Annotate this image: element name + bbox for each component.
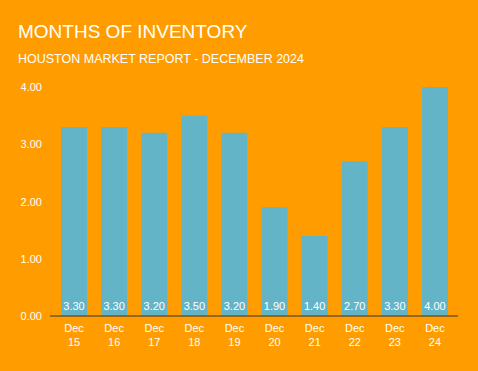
bar xyxy=(382,127,408,316)
x-tick-label-line: Dec xyxy=(345,322,365,334)
chart: MONTHS OF INVENTORY HOUSTON MARKET REPORT… xyxy=(0,0,478,371)
data-label: 1.90 xyxy=(264,300,285,312)
y-tick-label: 0.00 xyxy=(21,310,42,322)
data-label: 3.30 xyxy=(63,300,84,312)
x-tick-label-line: Dec xyxy=(144,322,164,334)
x-tick-label: Dec 20 xyxy=(265,322,285,348)
data-label: 3.30 xyxy=(103,300,124,312)
bar xyxy=(221,133,247,316)
data-label: 1.40 xyxy=(304,300,325,312)
x-tick-label-line: Dec xyxy=(64,322,84,334)
title: MONTHS OF INVENTORY xyxy=(18,21,248,42)
x-tick-label-line: Dec xyxy=(104,322,124,334)
x-tick-label: Dec 18 xyxy=(185,322,205,348)
x-tick-label-line: 23 xyxy=(389,336,401,348)
x-tick-label-line: Dec xyxy=(305,322,325,334)
y-tick-label: 4.00 xyxy=(21,81,42,93)
x-tick-label-line: 19 xyxy=(228,336,240,348)
x-tick-label-line: Dec xyxy=(225,322,245,334)
bar xyxy=(101,127,127,316)
x-tick-label-line: 22 xyxy=(349,336,361,348)
data-label: 3.30 xyxy=(384,300,405,312)
bar xyxy=(422,87,448,316)
data-label: 3.20 xyxy=(144,300,165,312)
data-label: 3.50 xyxy=(184,300,205,312)
bar xyxy=(302,236,328,316)
subtitle: HOUSTON MARKET REPORT - DECEMBER 2024 xyxy=(18,52,304,66)
x-tick-label-line: Dec xyxy=(385,322,405,334)
x-tick-label-line: 21 xyxy=(309,336,321,348)
x-tick-label: Dec 16 xyxy=(104,322,124,348)
x-tick-label-line: 18 xyxy=(188,336,200,348)
y-tick-label: 2.00 xyxy=(21,196,42,208)
data-label: 2.70 xyxy=(344,300,365,312)
x-tick-label-line: 15 xyxy=(68,336,80,348)
x-tick-label: Dec 23 xyxy=(385,322,405,348)
x-tick-label: Dec 15 xyxy=(64,322,84,348)
bar xyxy=(342,161,368,316)
bar xyxy=(61,127,87,316)
y-tick-label: 1.00 xyxy=(21,253,42,265)
x-tick-label: Dec 21 xyxy=(305,322,325,348)
x-tick-label-line: 24 xyxy=(429,336,441,348)
x-tick-label-line: 16 xyxy=(108,336,120,348)
x-tick-label-line: 17 xyxy=(148,336,160,348)
y-tick-label: 3.00 xyxy=(21,138,42,150)
bars xyxy=(61,87,448,316)
x-tick-label-line: Dec xyxy=(425,322,445,334)
bar xyxy=(262,207,288,316)
data-label: 4.00 xyxy=(424,300,445,312)
x-tick-label-line: Dec xyxy=(185,322,205,334)
x-axis xyxy=(50,316,458,317)
data-label: 3.20 xyxy=(224,300,245,312)
x-tick-label: Dec 22 xyxy=(345,322,365,348)
x-tick-label-line: 20 xyxy=(268,336,280,348)
bar xyxy=(181,116,207,316)
background xyxy=(0,0,478,371)
bar xyxy=(141,133,167,316)
x-tick-label: Dec 24 xyxy=(425,322,445,348)
x-tick-label-line: Dec xyxy=(265,322,285,334)
x-tick-label: Dec 17 xyxy=(144,322,164,348)
x-tick-label: Dec 19 xyxy=(225,322,245,348)
